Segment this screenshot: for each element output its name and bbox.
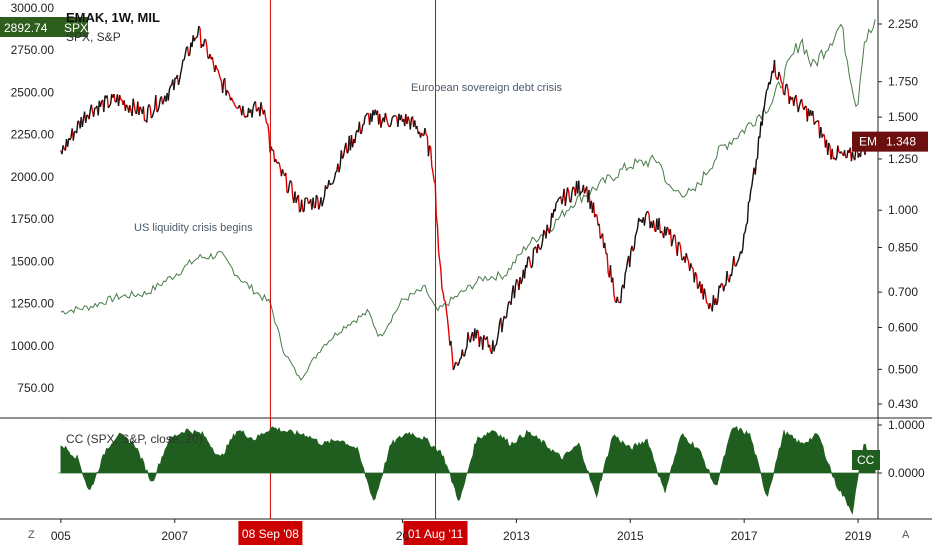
event-date-badge — [238, 521, 303, 545]
cc-badge-label: CC — [857, 453, 875, 467]
em-price-badge — [880, 131, 928, 152]
spx-price-value: 2892.74 — [4, 21, 48, 35]
oscillator-label: CC (SPX, S&P, close, 20) — [66, 432, 203, 446]
event-annotation: US liquidity crisis begins — [134, 222, 253, 234]
right-tick-label: 1.500 — [888, 110, 918, 124]
emak-series — [60, 25, 876, 371]
event-date-label: 01 Aug '11 — [408, 527, 464, 541]
x-tick-label: 2013 — [503, 529, 530, 543]
right-tick-label: 1.000 — [888, 203, 918, 217]
event-markers: 08 Sep '08 US liquidity crisis begins 01 A… — [134, 0, 563, 545]
emak-down-segments — [60, 25, 875, 371]
spx-badge-label: SPX — [64, 21, 88, 35]
cc-badge — [852, 450, 880, 470]
right-tick-label: 0.700 — [888, 285, 918, 299]
left-tick-label: 750.00 — [17, 381, 54, 395]
left-tick-label: 1750.00 — [11, 212, 55, 226]
spx-series — [60, 19, 876, 381]
x-tick-label: 2019 — [845, 529, 872, 543]
left-tick-label: 1250.00 — [11, 297, 55, 311]
right-tick-label: 0.600 — [888, 321, 918, 335]
left-tick-label: 3000.00 — [11, 1, 55, 15]
left-tick-label: 2000.00 — [11, 170, 55, 184]
right-tick-label: 1.750 — [888, 75, 918, 89]
left-tick-label: 2250.00 — [11, 128, 55, 142]
osc-tick-label: 0.0000 — [888, 466, 925, 480]
x-tick-label: 005 — [51, 529, 71, 543]
em-badge-label: EM — [859, 135, 877, 149]
x-tick-label: 2007 — [161, 529, 188, 543]
em-price-value: 1.348 — [886, 135, 916, 149]
emak-up-segments — [61, 26, 876, 371]
left-tick-label: 1500.00 — [11, 254, 55, 268]
right-tick-label: 1.250 — [888, 152, 918, 166]
right-tick-label: 2.250 — [888, 17, 918, 31]
event-date-label: 08 Sep '08 — [242, 527, 299, 541]
event-date-badge — [403, 521, 468, 545]
chart-title: EMAK, 1W, MIL — [66, 10, 160, 25]
event-annotation: European sovereign debt crisis — [411, 82, 563, 94]
left-tick-label: 1000.00 — [11, 339, 55, 353]
zoom-button[interactable]: Z — [28, 529, 35, 541]
x-tick-label: 2015 — [617, 529, 644, 543]
em-label-badge — [852, 131, 880, 152]
left-tick-label: 2750.00 — [11, 43, 55, 57]
grid — [0, 0, 932, 520]
auto-scale-button[interactable]: A — [902, 529, 910, 541]
cc-oscillator — [58, 425, 878, 515]
spx-price-badge — [0, 17, 88, 37]
x-tick-label: 20 — [396, 529, 410, 543]
right-tick-label: 0.850 — [888, 241, 918, 255]
legend-spx: SPX, S&P — [66, 30, 121, 44]
x-tick-label: 2017 — [731, 529, 758, 543]
osc-tick-label: 1.0000 — [888, 418, 925, 432]
cc-area — [60, 425, 876, 515]
right-tick-label: 0.500 — [888, 362, 918, 376]
right-tick-label: 0.430 — [888, 397, 918, 411]
left-tick-label: 2500.00 — [11, 85, 55, 99]
spx-line — [60, 19, 876, 381]
